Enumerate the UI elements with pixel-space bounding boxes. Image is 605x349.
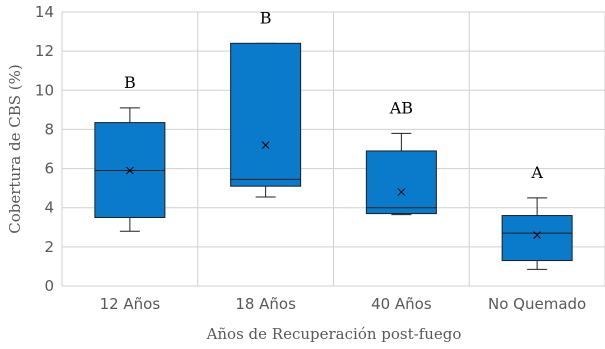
x-tick-labels: 12 Años 18 Años 40 Años No Quemado xyxy=(100,295,587,313)
x-tick-label: No Quemado xyxy=(488,295,586,313)
y-tick-label: 14 xyxy=(35,3,54,21)
x-axis-title: Años de Recuperación post-fuego xyxy=(206,325,462,343)
box-group: AB xyxy=(365,98,437,216)
box-iqr xyxy=(230,42,302,187)
box-iqr xyxy=(501,215,573,262)
box-group: B xyxy=(94,73,166,232)
y-tick-labels: 0 2 4 6 8 10 12 14 xyxy=(35,3,54,295)
y-tick-label: 12 xyxy=(35,42,54,60)
mean-marker xyxy=(126,166,134,175)
significance-label: A xyxy=(530,163,543,182)
x-tick-label: 18 Años xyxy=(235,295,296,313)
mean-marker xyxy=(397,188,406,196)
box-iqr xyxy=(365,150,437,215)
y-axis-title: Cobertura de CBS (%) xyxy=(6,64,24,233)
x-tick-label: 40 Años xyxy=(371,295,432,313)
y-tick-label: 4 xyxy=(44,199,54,217)
y-tick-label: 6 xyxy=(44,160,54,178)
boxes: B B AB A xyxy=(94,8,573,270)
box-group: B xyxy=(230,8,302,198)
significance-label: B xyxy=(124,73,136,92)
significance-label: B xyxy=(260,8,272,27)
y-tick-label: 0 xyxy=(44,277,54,295)
mean-marker xyxy=(533,231,541,239)
significance-label: AB xyxy=(389,98,413,117)
x-tick-label: 12 Años xyxy=(100,295,161,313)
y-tick-label: 10 xyxy=(35,81,54,99)
y-tick-label: 8 xyxy=(44,120,54,138)
mean-marker xyxy=(261,141,270,149)
box-group: A xyxy=(501,163,573,270)
y-tick-label: 2 xyxy=(44,238,54,256)
